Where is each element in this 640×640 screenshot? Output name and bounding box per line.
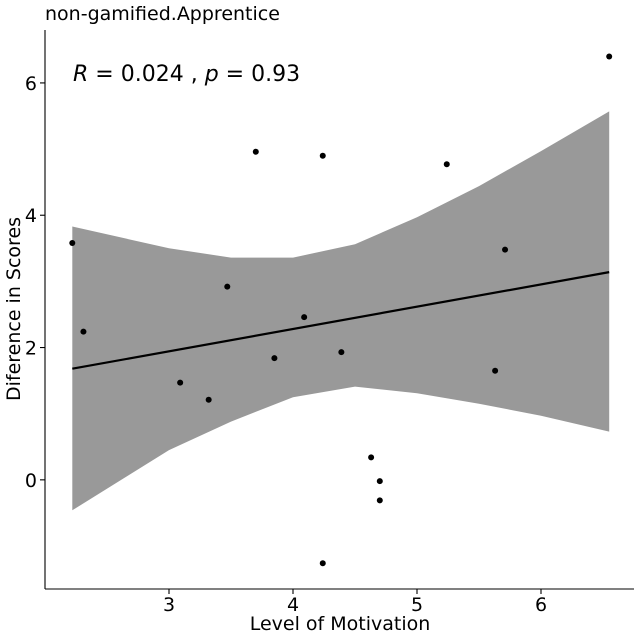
p-value: = 0.93 <box>226 62 300 87</box>
data-point <box>69 240 76 247</box>
x-axis-title: Level of Motivation <box>250 613 431 635</box>
data-point <box>224 283 231 290</box>
r-label: R <box>73 62 88 87</box>
data-point <box>80 328 87 335</box>
data-point <box>606 53 613 60</box>
p-label: p <box>204 62 219 87</box>
data-point <box>502 246 509 253</box>
x-tick-label: 3 <box>163 594 175 616</box>
x-axis-ticks: 3 4 5 6 <box>163 589 547 616</box>
correlation-annotation: R = 0.024 , p = 0.93 <box>73 62 300 87</box>
x-tick-label: 5 <box>411 594 423 616</box>
y-tick-label: 2 <box>25 338 37 360</box>
data-point <box>368 454 375 461</box>
x-tick-label: 4 <box>287 594 299 616</box>
y-axis-ticks: 0 2 4 6 <box>25 73 45 492</box>
regression-line <box>72 271 610 370</box>
y-tick-label: 6 <box>25 73 37 95</box>
data-point <box>376 478 383 485</box>
data-point <box>338 349 345 356</box>
data-point <box>252 148 259 155</box>
confidence-band <box>72 111 610 511</box>
data-point <box>376 497 383 504</box>
data-point <box>492 367 499 374</box>
data-points-layer <box>69 53 613 567</box>
r-value: = 0.024 , <box>95 62 197 87</box>
data-point <box>319 152 326 159</box>
confidence-band-layer <box>72 111 610 511</box>
data-point <box>443 161 450 168</box>
data-point <box>205 396 212 403</box>
data-point <box>319 560 326 567</box>
data-point <box>177 379 184 386</box>
data-point <box>301 314 308 321</box>
y-tick-label: 0 <box>25 470 37 492</box>
regression-line-layer <box>72 271 610 370</box>
chart-title: non-gamified.Apprentice <box>45 3 280 25</box>
y-axis-title: Diference in Scores <box>3 217 25 401</box>
data-point <box>271 355 278 362</box>
y-tick-label: 4 <box>25 205 37 227</box>
x-tick-label: 6 <box>535 594 547 616</box>
